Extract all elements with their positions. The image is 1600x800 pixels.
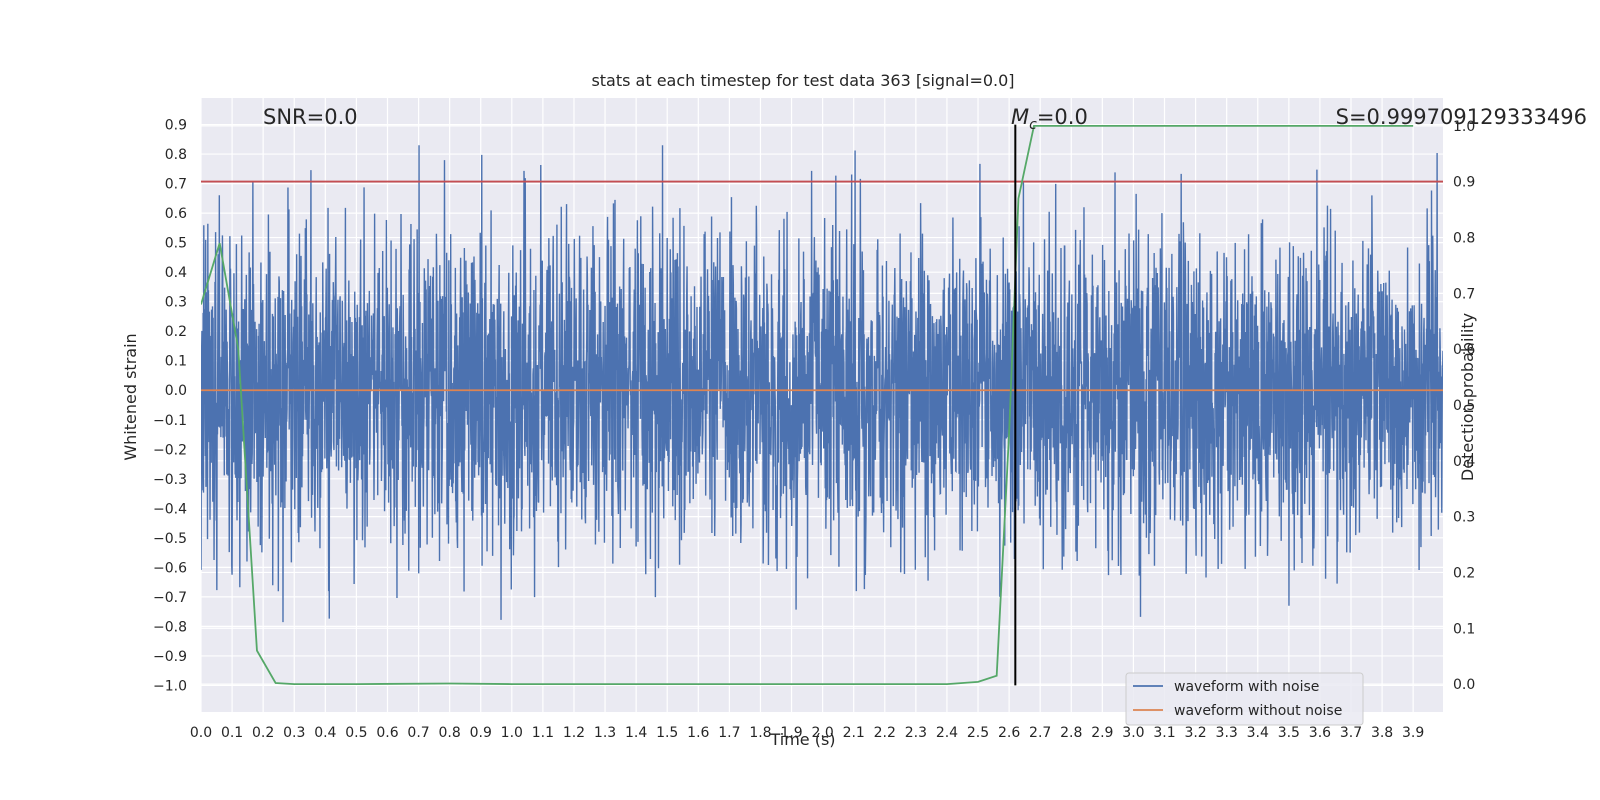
x-tick-label: 0.0	[190, 725, 212, 741]
x-tick-label: 0.1	[221, 725, 243, 741]
annotation-score: S=0.999709129333496	[1336, 105, 1587, 129]
y-tick-label: −0.8	[153, 619, 187, 635]
x-tick-label: 2.1	[843, 725, 865, 741]
y2-tick-labels: 0.0 0.1 0.2 0.3 0.4 0.5 0.6 0.7 0.8 0.9 1.0	[1453, 119, 1475, 693]
x-tick-label: 1.0	[501, 725, 523, 741]
x-tick-label: 0.6	[376, 725, 398, 741]
y-tick-label: −0.4	[153, 501, 187, 517]
legend-label-waveform-without-noise: waveform without noise	[1174, 703, 1342, 719]
y2-tick-label: 1.0	[1453, 119, 1475, 135]
y2-tick-label: 0.8	[1453, 231, 1475, 247]
x-tick-label: 1.4	[625, 725, 647, 741]
y-tick-label: −0.2	[153, 442, 187, 458]
x-tick-label: 2.9	[1091, 725, 1113, 741]
y-tick-label: 0.5	[165, 236, 187, 252]
x-tick-label: 3.4	[1247, 725, 1269, 741]
x-tick-label: 0.3	[283, 725, 305, 741]
x-tick-label: 2.8	[1060, 725, 1082, 741]
x-tick-label: 2.0	[811, 725, 833, 741]
y-tick-label: 0.2	[165, 324, 187, 340]
series-detection-probability	[201, 125, 1414, 685]
x-tick-label: 1.5	[656, 725, 678, 741]
y-tick-label: 0.8	[165, 147, 187, 163]
x-tick-label: 1.7	[718, 725, 740, 741]
x-tick-label: 0.7	[407, 725, 429, 741]
x-tick-label: 3.2	[1184, 725, 1206, 741]
y-tick-label: −0.7	[153, 590, 187, 606]
x-tick-label: 2.3	[905, 725, 927, 741]
y-tick-label: 0.6	[165, 206, 187, 222]
x-tick-label: 3.8	[1371, 725, 1393, 741]
x-tick-label: 3.9	[1402, 725, 1424, 741]
y-tick-label: −0.5	[153, 531, 187, 547]
legend-box	[1125, 672, 1364, 726]
y2-tick-label: 0.5	[1453, 398, 1475, 414]
y2-tick-label: 0.6	[1453, 342, 1475, 358]
y2-tick-label: 0.9	[1453, 175, 1475, 191]
y2-tick-label: 0.0	[1453, 677, 1475, 693]
y-tick-label: −1.0	[153, 678, 187, 694]
y-tick-label: 0.4	[165, 265, 187, 281]
x-tick-label: 3.5	[1278, 725, 1300, 741]
y-tick-label: −0.9	[153, 649, 187, 665]
y-axis-label: Whitened strain	[121, 333, 140, 460]
y-tick-label: −0.3	[153, 472, 187, 488]
x-tick-label: 1.8	[749, 725, 771, 741]
x-tick-label: 2.7	[1029, 725, 1051, 741]
x-tick-label: 2.6	[998, 725, 1020, 741]
y-tick-label: 0.9	[165, 118, 187, 134]
y-tick-label: 0.0	[165, 383, 187, 399]
annotation-snr: SNR=0.0	[263, 105, 358, 129]
x-tick-label: 1.1	[532, 725, 554, 741]
x-tick-label: 3.1	[1153, 725, 1175, 741]
x-tick-label: 0.9	[470, 725, 492, 741]
legend: waveform with noise waveform without noi…	[1125, 672, 1364, 726]
x-tick-label: 3.0	[1122, 725, 1144, 741]
x-tick-labels: 0.0 0.1 0.2 0.3 0.4 0.5 0.6 0.7 0.8 0.9 1.0 1.1 1.2 1…	[190, 725, 1424, 741]
y2-tick-label: 0.3	[1453, 510, 1475, 526]
y-tick-label: −0.6	[153, 560, 187, 576]
y2-tick-label: 0.1	[1453, 621, 1475, 637]
y-tick-label: 0.3	[165, 295, 187, 311]
x-tick-label: 1.9	[780, 725, 802, 741]
x-tick-label: 1.6	[687, 725, 709, 741]
x-tick-label: 3.7	[1340, 725, 1362, 741]
x-tick-label: 3.3	[1216, 725, 1238, 741]
annotation-chirp-mass: Mc=0.0	[1011, 105, 1088, 133]
x-tick-label: 2.5	[967, 725, 989, 741]
legend-label-waveform-with-noise: waveform with noise	[1174, 679, 1319, 695]
series-waveform-with-noise	[201, 145, 1443, 623]
y-tick-label: 0.7	[165, 177, 187, 193]
x-tick-label: 1.2	[563, 725, 585, 741]
y-tick-label: −0.1	[153, 413, 187, 429]
x-tick-label: 2.2	[874, 725, 896, 741]
y2-tick-label: 0.4	[1453, 454, 1475, 470]
y2-tick-label: 0.2	[1453, 565, 1475, 581]
y-tick-labels: 0.9 0.8 0.7 0.6 0.5 0.4 0.3 0.2 0.1 0.0 −0.1 −0.2 −0…	[153, 118, 187, 695]
x-tick-label: 0.8	[439, 725, 461, 741]
x-tick-label: 2.4	[936, 725, 958, 741]
x-tick-label: 3.6	[1309, 725, 1331, 741]
y2-axis-label: Detection probability	[1458, 313, 1477, 481]
chart-title: stats at each timestep for test data 363…	[591, 71, 1014, 90]
y2-tick-label: 0.7	[1453, 286, 1475, 302]
x-tick-label: 0.2	[252, 725, 274, 741]
y-tick-label: 0.1	[165, 354, 187, 370]
x-tick-label: 1.3	[594, 725, 616, 741]
x-tick-label: 0.4	[314, 725, 336, 741]
x-tick-label: 0.5	[345, 725, 367, 741]
x-axis-label: Time (s)	[769, 730, 835, 749]
